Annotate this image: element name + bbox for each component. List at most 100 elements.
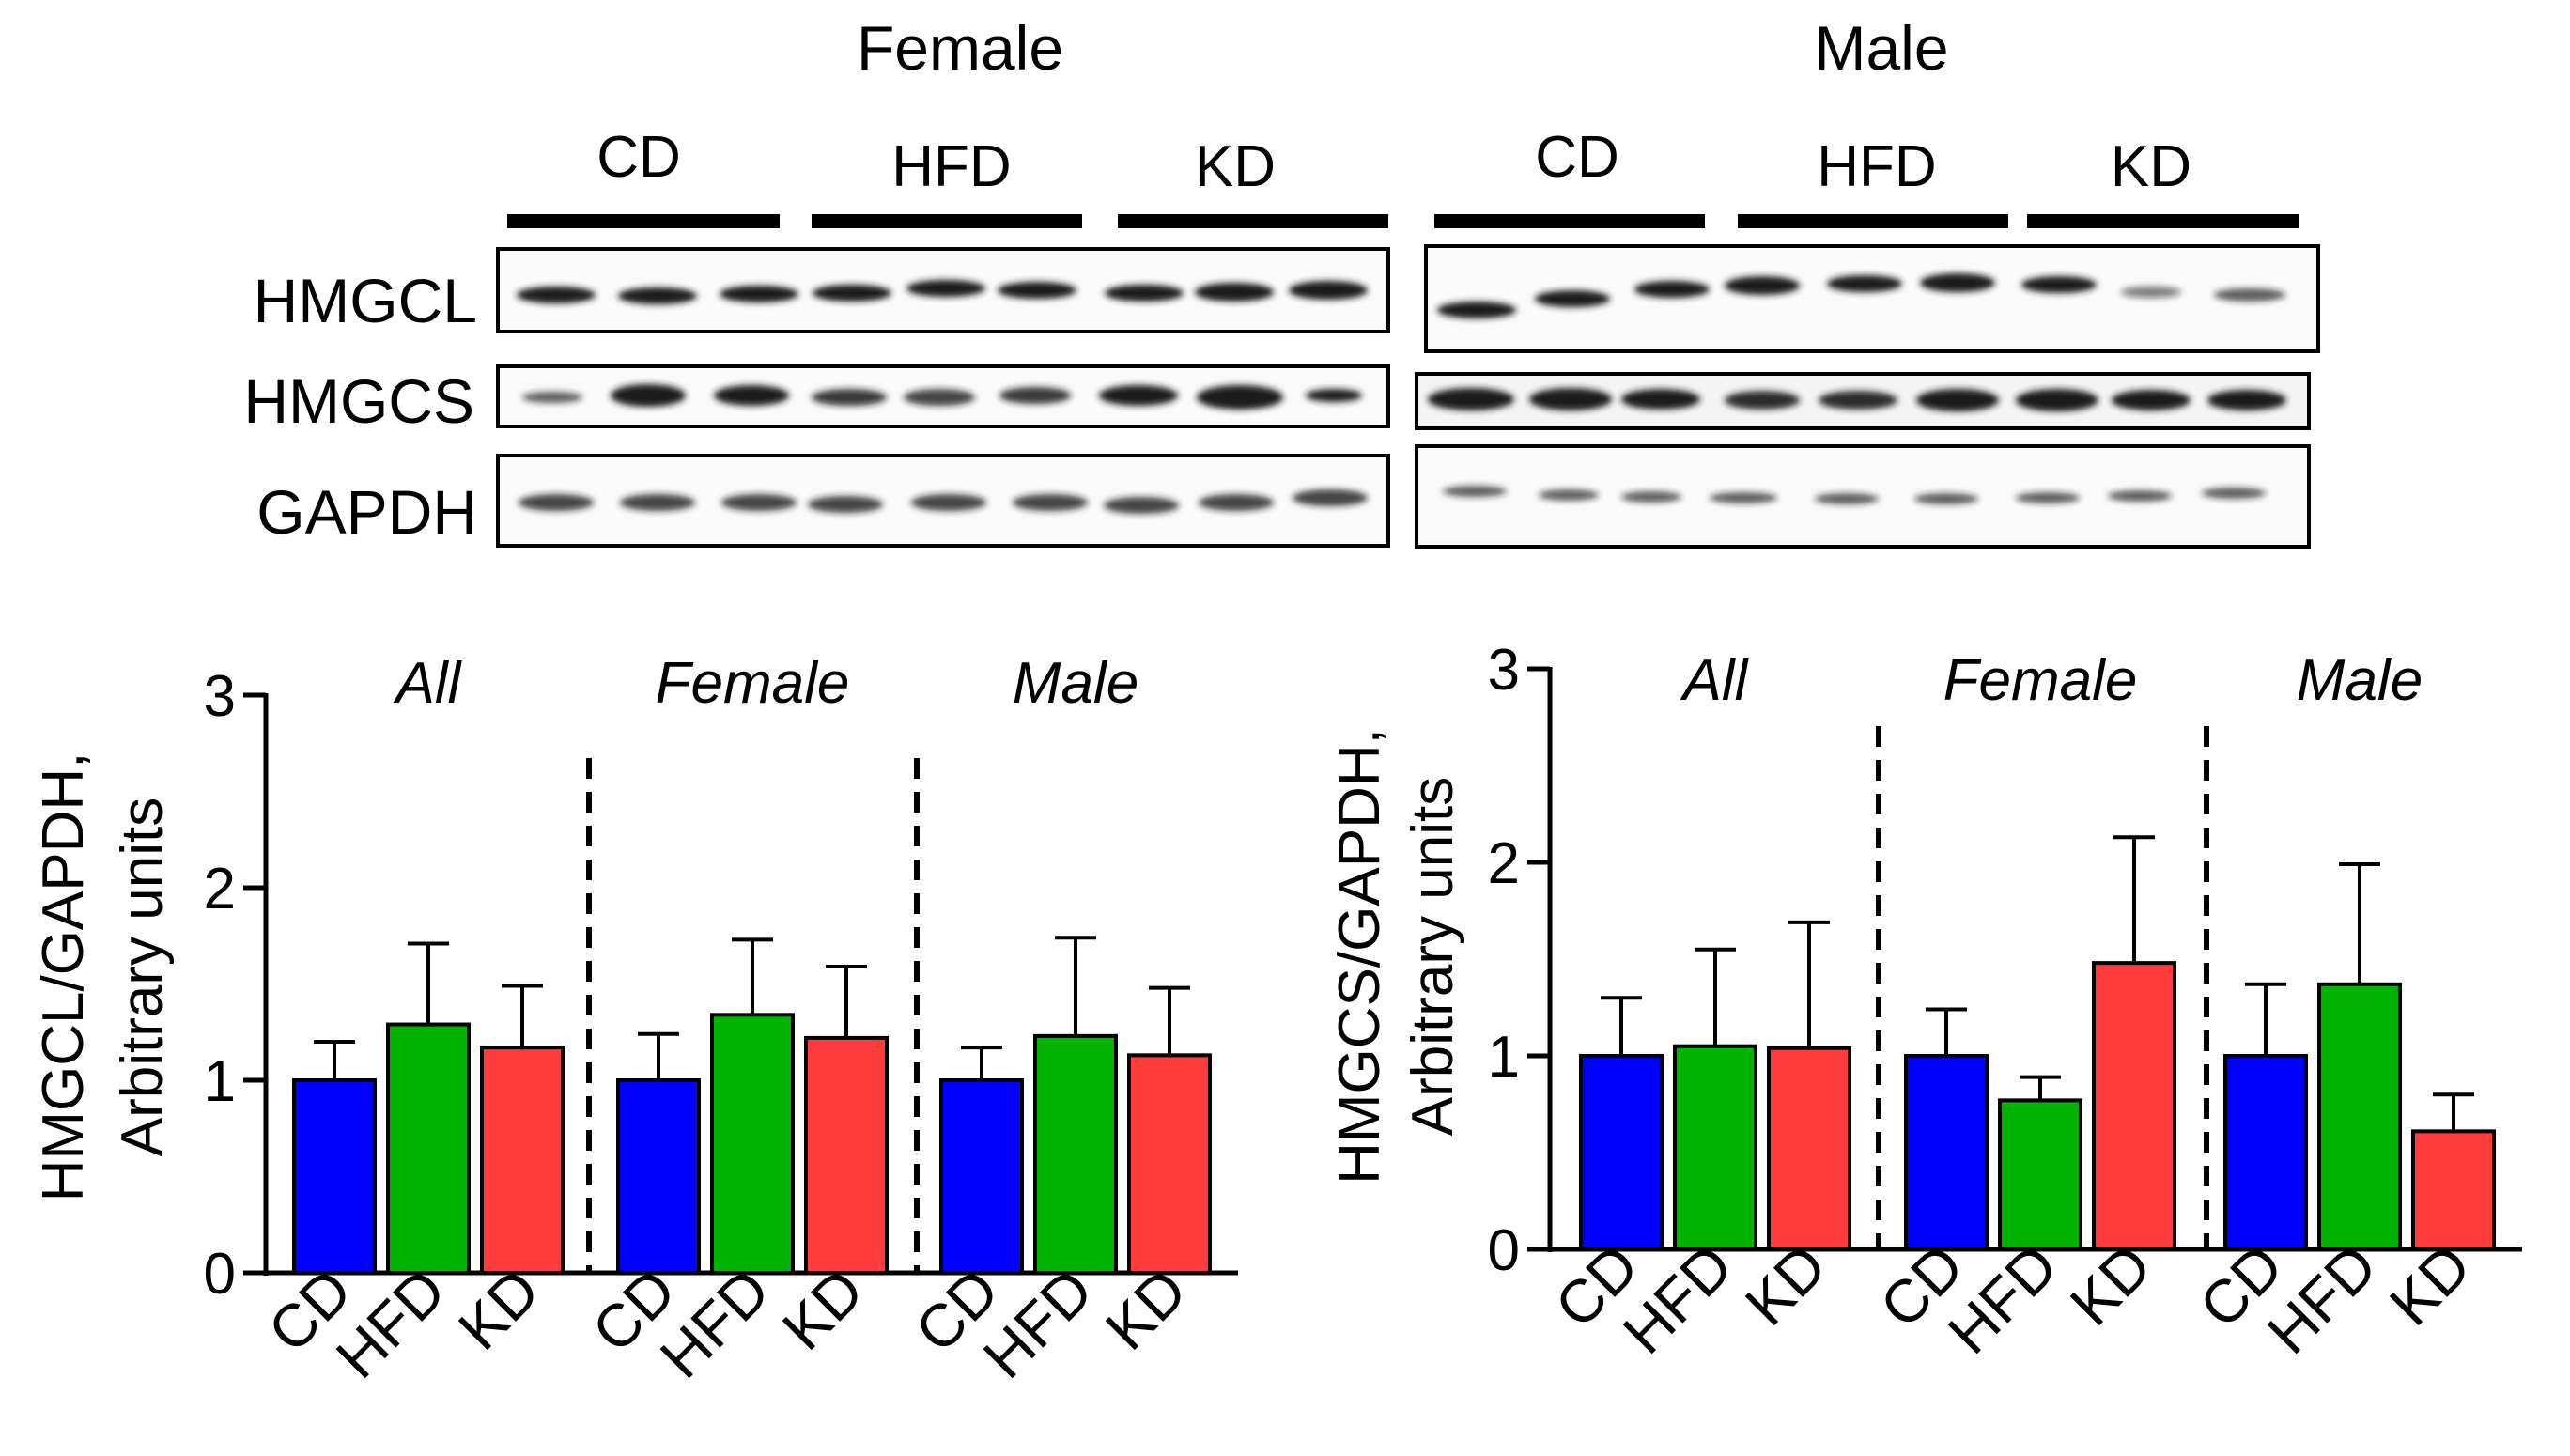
- band: [1013, 494, 1088, 511]
- panel-title: Female: [656, 651, 850, 716]
- blot-female-hfd-label: HFD: [891, 134, 1011, 199]
- band: [2207, 390, 2286, 410]
- y-tick-label: 1: [1488, 1025, 1520, 1090]
- chart-hmgcl-ylabel-line1: HMGCL/GAPDH,: [31, 752, 96, 1202]
- band: [1306, 389, 1362, 402]
- band: [1293, 489, 1368, 506]
- bar-female-cd: [616, 1078, 701, 1275]
- band: [1916, 389, 1999, 411]
- y-tick-label: 1: [204, 1049, 236, 1114]
- band: [1710, 492, 1777, 503]
- chart-hmgcs-ylabel-line2: Arbitrary units: [1401, 777, 1465, 1136]
- group-bar-female-hfd: [812, 214, 1082, 228]
- group-bar-male-cd: [1434, 214, 1705, 228]
- x-tick-label: HFD: [647, 1256, 782, 1391]
- bar-all-cd: [1579, 1054, 1664, 1251]
- band: [904, 389, 975, 406]
- band: [1104, 497, 1179, 514]
- bar-male-kd: [1127, 1053, 1212, 1275]
- blot-bands: [517, 273, 2286, 514]
- chart-hmgcl-ylabel-line2: Arbitrary units: [110, 798, 175, 1156]
- blot-female-kd-label: KD: [1195, 134, 1276, 199]
- band: [2121, 287, 2181, 298]
- bar-male-cd: [2223, 1054, 2308, 1251]
- band: [998, 282, 1076, 299]
- y-tick-label: 2: [1488, 831, 1520, 896]
- band: [1827, 275, 1902, 292]
- panel-title: All: [393, 651, 463, 716]
- bar-male-hfd: [2317, 982, 2402, 1252]
- band: [1289, 281, 1368, 300]
- panel-title: All: [1680, 648, 1750, 713]
- band: [1529, 388, 1612, 410]
- band: [813, 285, 891, 302]
- blot-female-cd-label: CD: [596, 125, 681, 190]
- band: [1197, 385, 1283, 410]
- band: [2016, 389, 2098, 411]
- bar-male-cd: [939, 1078, 1024, 1275]
- band: [1437, 302, 1516, 318]
- chart-hmgcs-ylabel-line1: HMGCS/GAPDH,: [1327, 728, 1392, 1185]
- blot-male-cd-label: CD: [1535, 125, 1619, 190]
- bar-all-cd: [292, 1078, 377, 1275]
- band: [522, 392, 582, 403]
- band: [1819, 391, 1897, 410]
- band: [611, 384, 686, 407]
- group-bar-female-kd: [1118, 214, 1388, 228]
- bar-all-hfd: [386, 1022, 471, 1276]
- band: [517, 287, 596, 303]
- bar-female-hfd: [710, 1013, 795, 1276]
- group-bar-female-cd: [507, 214, 780, 228]
- band: [1914, 493, 1978, 504]
- bar-all-hfd: [1673, 1044, 1757, 1251]
- band: [721, 494, 797, 511]
- band: [1621, 389, 1700, 410]
- band: [2214, 288, 2285, 302]
- x-tick-label: HFD: [970, 1256, 1106, 1391]
- blot-male-title: Male: [1814, 13, 1948, 83]
- band: [2108, 490, 2172, 502]
- band: [1428, 388, 1514, 410]
- group-bar-male-hfd: [1738, 214, 2008, 228]
- blot-male-kd-label: KD: [2111, 134, 2191, 199]
- band: [1199, 494, 1274, 511]
- x-tick-label: HFD: [323, 1256, 458, 1391]
- band: [812, 389, 887, 406]
- y-tick-label: 0: [1488, 1218, 1520, 1283]
- band: [911, 494, 986, 511]
- band: [1105, 285, 1184, 302]
- x-tick-label: HFD: [1610, 1231, 1745, 1367]
- y-tick-label: 0: [204, 1242, 236, 1307]
- band: [2016, 492, 2080, 503]
- band: [1195, 283, 1274, 302]
- band: [720, 286, 798, 302]
- bar-male-hfd: [1033, 1033, 1118, 1275]
- panel-title: Male: [1013, 651, 1138, 716]
- protein-label-hmgcs: HMGCS: [243, 366, 474, 436]
- band: [1099, 385, 1178, 406]
- band: [999, 387, 1071, 404]
- band: [808, 496, 883, 513]
- bar-female-kd: [804, 1035, 889, 1276]
- band: [620, 494, 695, 511]
- blot-male-hfd-label: HFD: [1817, 134, 1936, 199]
- y-tick-label: 2: [204, 857, 236, 922]
- band: [1634, 281, 1710, 298]
- bar-male-kd: [2411, 1129, 2496, 1251]
- panel-title: Male: [2297, 648, 2423, 713]
- band: [618, 287, 697, 304]
- band: [906, 280, 985, 297]
- group-bar-male-kd: [2027, 214, 2299, 228]
- band: [1535, 290, 1610, 307]
- band: [519, 494, 594, 511]
- protein-label-hmgcl: HMGCL: [254, 266, 477, 335]
- western-blot: Female Male CD HFD KD CD HFD KD HMGCL HM…: [243, 13, 2320, 549]
- band: [1815, 493, 1879, 504]
- band: [1539, 489, 1599, 501]
- x-tick-label: HFD: [1935, 1231, 2070, 1367]
- band: [2021, 276, 2097, 293]
